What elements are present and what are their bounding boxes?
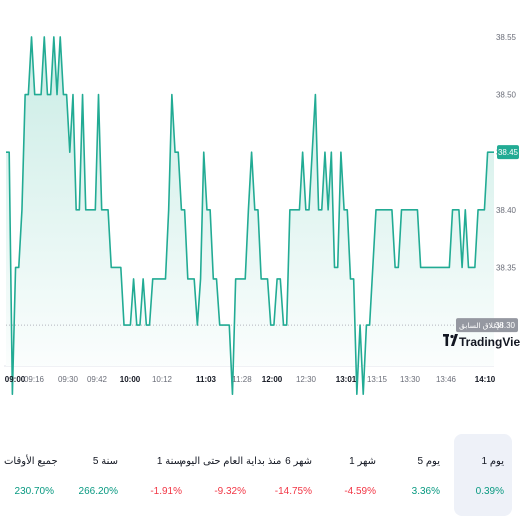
perf-period-label: 6 شهر — [285, 456, 312, 467]
current-price-badge: 38.45 — [497, 145, 519, 160]
tradingview-logo: TradingView — [443, 334, 520, 349]
x-tick-label: 09:16 — [24, 375, 45, 384]
perf-change-value: -4.59% — [344, 486, 376, 497]
y-tick-label: 38.40 — [496, 206, 517, 215]
performance-row: 1 يوم 0.39% 5 يوم 3.36% 1 شهر -4.59% 6 شهر -14.… — [4, 434, 516, 516]
perf-period-label: 1 سنة — [156, 456, 182, 467]
x-tick-label: 13:30 — [400, 375, 421, 384]
perf-change-value: 0.39% — [475, 486, 504, 497]
perf-tab-0[interactable]: 1 يوم 0.39% — [454, 434, 512, 516]
x-tick-label: 14:10 — [475, 375, 496, 384]
x-tick-label: 09:30 — [58, 375, 79, 384]
perf-tab-4[interactable]: منذ بداية العام حتى اليوم -9.32% — [180, 434, 282, 516]
x-tick-label: 09:00 — [5, 375, 26, 384]
perf-tab-2[interactable]: 1 شهر -4.59% — [326, 434, 384, 516]
x-tick-label: 11:03 — [196, 375, 217, 384]
perf-period-label: جميع الأوقات — [4, 456, 58, 467]
x-tick-label: 13:01 — [336, 375, 357, 384]
perf-change-value: -9.32% — [214, 486, 246, 497]
x-tick-label: 13:46 — [436, 375, 457, 384]
tradingview-wordmark: TradingView — [459, 335, 520, 349]
perf-period-label: 1 يوم — [481, 456, 504, 467]
tradingview-logo-icon — [443, 334, 458, 346]
perf-tab-3[interactable]: 6 شهر -14.75% — [262, 434, 320, 516]
prev-close-value: 38.30 — [495, 321, 516, 330]
perf-period-label: 1 شهر — [349, 456, 376, 467]
perf-period-label: منذ بداية العام حتى اليوم — [180, 456, 282, 467]
perf-period-label: 5 سنة — [92, 456, 118, 467]
x-tick-label: 11:28 — [232, 375, 252, 384]
prev-close-text: الإغلاق السابق — [459, 321, 503, 330]
x-tick-label: 10:12 — [152, 375, 173, 384]
price-line — [6, 36, 494, 396]
perf-tab-5[interactable]: 1 سنة -1.91% — [132, 434, 190, 516]
prev-close-badge: الإغلاق السابق 38.30 — [456, 318, 518, 333]
current-price-value: 38.45 — [498, 148, 519, 157]
perf-change-value: 230.70% — [14, 486, 54, 497]
x-tick-label: 13:15 — [367, 375, 388, 384]
perf-tab-6[interactable]: 5 سنة 266.20% — [68, 434, 126, 516]
y-tick-label: 38.55 — [496, 33, 517, 42]
x-tick-label: 12:30 — [296, 375, 317, 384]
x-tick-label: 10:00 — [120, 375, 141, 384]
y-tick-label: 38.35 — [496, 263, 517, 272]
price-area-fill — [6, 36, 494, 395]
x-tick-label: 12:00 — [262, 375, 283, 384]
perf-tab-1[interactable]: 5 يوم 3.36% — [390, 434, 448, 516]
perf-tab-7[interactable]: جميع الأوقات 230.70% — [4, 434, 62, 516]
y-tick-label: 38.50 — [496, 91, 517, 100]
perf-period-label: 5 يوم — [417, 456, 440, 467]
perf-change-value: 266.20% — [78, 486, 118, 497]
x-tick-label: 09:42 — [87, 375, 108, 384]
perf-change-value: -1.91% — [150, 486, 182, 497]
perf-change-value: 3.36% — [411, 486, 440, 497]
perf-change-value: -14.75% — [274, 486, 312, 497]
